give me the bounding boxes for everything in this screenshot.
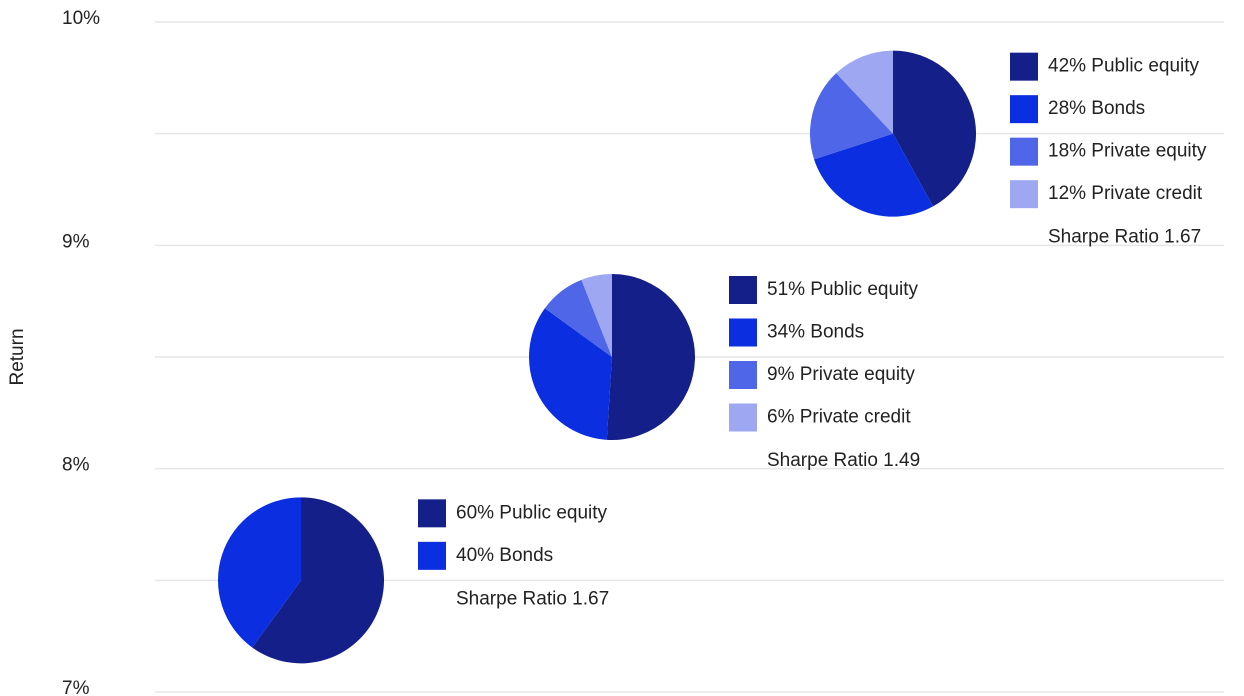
legend-swatch: [418, 541, 446, 570]
legend-label: 51% Public equity: [767, 279, 919, 300]
pie-slice: [814, 133, 933, 217]
legend-swatch: [1010, 137, 1038, 166]
pie-slice: [581, 274, 612, 357]
y-tick-label: 8%: [62, 455, 90, 476]
pie-slice: [893, 50, 976, 207]
legend-label: 18% Private equity: [1048, 141, 1207, 162]
y-tick-label: 7%: [62, 678, 90, 696]
pie-slice: [606, 274, 696, 441]
legend-label: 42% Public equity: [1048, 56, 1200, 77]
legend-swatch: [1010, 180, 1038, 209]
legend-swatch: [1010, 52, 1038, 81]
sharpe-ratio: Sharpe Ratio 1.67: [456, 588, 609, 609]
pie-slice: [544, 279, 612, 357]
y-tick-label: 9%: [62, 231, 90, 252]
legend-swatch: [729, 318, 757, 347]
y-tick-label: 10%: [62, 8, 100, 29]
legend-label: 9% Private equity: [767, 364, 915, 385]
pie-slice: [217, 497, 301, 648]
legend-label: 40% Bonds: [456, 545, 553, 566]
legend-swatch: [418, 499, 446, 528]
sharpe-ratio: Sharpe Ratio 1.49: [767, 450, 920, 471]
sharpe-ratio: Sharpe Ratio 1.67: [1048, 227, 1201, 248]
legend-label: 12% Private credit: [1048, 183, 1203, 204]
legend-label: 34% Bonds: [767, 322, 864, 343]
pie-slice: [528, 308, 612, 440]
legend-swatch: [729, 403, 757, 432]
legend-swatch: [1010, 95, 1038, 124]
legend-swatch: [729, 361, 757, 389]
y-axis-label: Return: [7, 328, 28, 385]
legend-label: 6% Private credit: [767, 407, 911, 428]
pie-slice: [836, 50, 893, 134]
pie-slice: [810, 73, 893, 160]
legend-swatch: [729, 276, 757, 304]
pie-slice: [252, 497, 384, 664]
legend-label: 28% Bonds: [1048, 98, 1145, 119]
legend-label: 60% Public equity: [456, 502, 608, 523]
